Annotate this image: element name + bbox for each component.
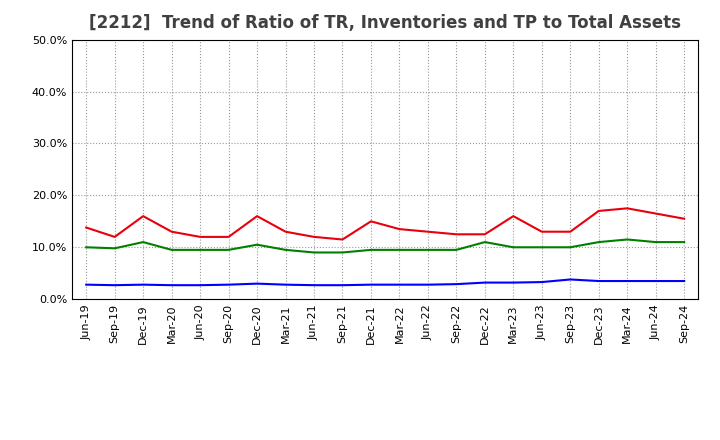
Title: [2212]  Trend of Ratio of TR, Inventories and TP to Total Assets: [2212] Trend of Ratio of TR, Inventories… bbox=[89, 15, 681, 33]
Trade Payables bbox=[537, 245, 546, 250]
Trade Payables bbox=[566, 245, 575, 250]
Trade Receivables bbox=[423, 229, 432, 235]
Line: Trade Receivables: Trade Receivables bbox=[86, 208, 684, 239]
Trade Receivables bbox=[395, 227, 404, 232]
Trade Payables bbox=[253, 242, 261, 247]
Trade Payables bbox=[366, 247, 375, 253]
Inventories bbox=[167, 282, 176, 288]
Trade Payables bbox=[338, 250, 347, 255]
Trade Payables bbox=[509, 245, 518, 250]
Trade Receivables bbox=[537, 229, 546, 235]
Trade Payables bbox=[595, 239, 603, 245]
Inventories bbox=[480, 280, 489, 285]
Inventories bbox=[452, 282, 461, 287]
Trade Receivables bbox=[139, 213, 148, 219]
Inventories bbox=[196, 282, 204, 288]
Trade Payables bbox=[282, 247, 290, 253]
Inventories bbox=[282, 282, 290, 287]
Trade Receivables bbox=[110, 234, 119, 239]
Trade Payables bbox=[139, 239, 148, 245]
Trade Receivables bbox=[253, 213, 261, 219]
Trade Payables bbox=[623, 237, 631, 242]
Inventories bbox=[225, 282, 233, 287]
Trade Receivables bbox=[366, 219, 375, 224]
Inventories bbox=[595, 279, 603, 284]
Inventories bbox=[537, 279, 546, 285]
Inventories bbox=[395, 282, 404, 287]
Inventories bbox=[82, 282, 91, 287]
Inventories bbox=[253, 281, 261, 286]
Trade Payables bbox=[167, 247, 176, 253]
Trade Receivables bbox=[196, 234, 204, 239]
Trade Payables bbox=[110, 246, 119, 251]
Trade Payables bbox=[395, 247, 404, 253]
Trade Receivables bbox=[595, 208, 603, 213]
Trade Payables bbox=[225, 247, 233, 253]
Trade Payables bbox=[452, 247, 461, 253]
Inventories bbox=[623, 279, 631, 284]
Trade Receivables bbox=[480, 231, 489, 237]
Inventories bbox=[310, 282, 318, 288]
Trade Receivables bbox=[652, 211, 660, 216]
Inventories bbox=[366, 282, 375, 287]
Trade Receivables bbox=[680, 216, 688, 221]
Trade Payables bbox=[680, 239, 688, 245]
Trade Payables bbox=[423, 247, 432, 253]
Trade Receivables bbox=[338, 237, 347, 242]
Trade Receivables bbox=[623, 205, 631, 211]
Inventories bbox=[652, 279, 660, 284]
Trade Payables bbox=[652, 239, 660, 245]
Line: Trade Payables: Trade Payables bbox=[86, 239, 684, 253]
Trade Payables bbox=[82, 245, 91, 250]
Line: Inventories: Inventories bbox=[86, 279, 684, 285]
Trade Receivables bbox=[82, 225, 91, 230]
Trade Receivables bbox=[452, 231, 461, 237]
Inventories bbox=[139, 282, 148, 287]
Trade Receivables bbox=[310, 234, 318, 239]
Trade Payables bbox=[480, 239, 489, 245]
Trade Receivables bbox=[225, 234, 233, 239]
Inventories bbox=[110, 282, 119, 288]
Trade Receivables bbox=[509, 213, 518, 219]
Inventories bbox=[423, 282, 432, 287]
Trade Payables bbox=[310, 250, 318, 255]
Inventories bbox=[680, 279, 688, 284]
Trade Receivables bbox=[282, 229, 290, 235]
Trade Receivables bbox=[566, 229, 575, 235]
Inventories bbox=[566, 277, 575, 282]
Inventories bbox=[509, 280, 518, 285]
Inventories bbox=[338, 282, 347, 288]
Trade Payables bbox=[196, 247, 204, 253]
Trade Receivables bbox=[167, 229, 176, 235]
